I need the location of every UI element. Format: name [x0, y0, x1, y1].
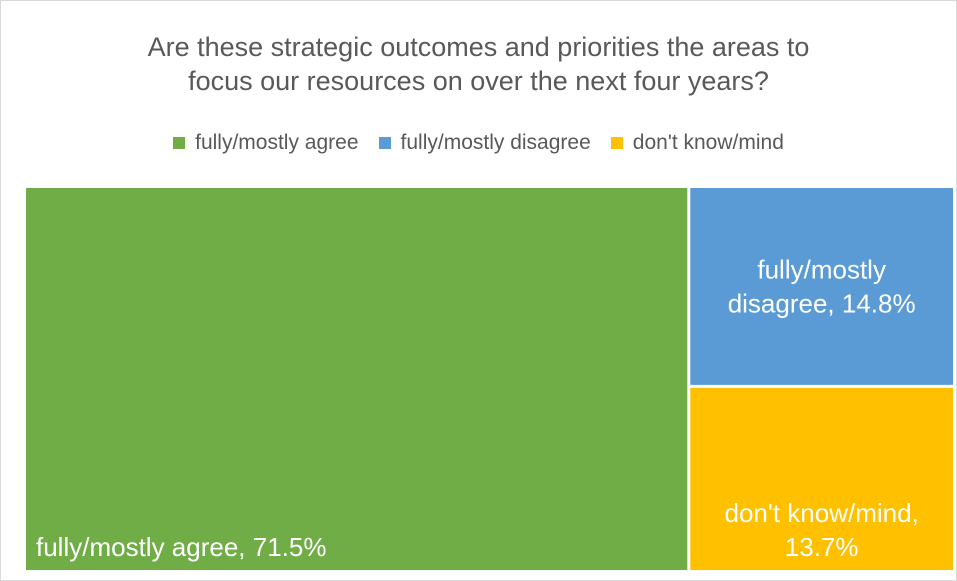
treemap-label-dont-know-2: 13.7% [785, 532, 859, 562]
chart-title-line-2: focus our resources on over the next fou… [188, 66, 769, 96]
legend-item-dont-know: don't know/mind [610, 131, 784, 155]
chart-title: Are these strategic outcomes and priorit… [0, 30, 957, 98]
treemap-label-agree-1: fully/mostly agree, 71.5% [36, 532, 326, 562]
treemap-label-disagree-1: fully/mostly [757, 254, 886, 284]
legend-swatch-disagree [378, 137, 391, 149]
legend-swatch-agree [173, 137, 186, 149]
chart-title-line-1: Are these strategic outcomes and priorit… [147, 32, 810, 62]
chart-legend: fully/mostly agree fully/mostly disagree… [0, 131, 957, 155]
treemap-tile-disagree [690, 188, 953, 385]
legend-item-agree: fully/mostly agree [173, 131, 359, 155]
legend-label-disagree: fully/mostly disagree [400, 131, 591, 154]
treemap-tile-dont-know [690, 387, 953, 570]
treemap-label-disagree-2: disagree, 14.8% [728, 288, 916, 318]
legend-item-disagree: fully/mostly disagree [378, 131, 591, 155]
treemap-label-dont-know-1: don't know/mind, [725, 498, 919, 528]
legend-swatch-dont-know [610, 137, 623, 149]
legend-label-dont-know: don't know/mind [632, 131, 784, 154]
treemap-tile-agree [26, 188, 688, 570]
legend-label-agree: fully/mostly agree [195, 131, 359, 154]
